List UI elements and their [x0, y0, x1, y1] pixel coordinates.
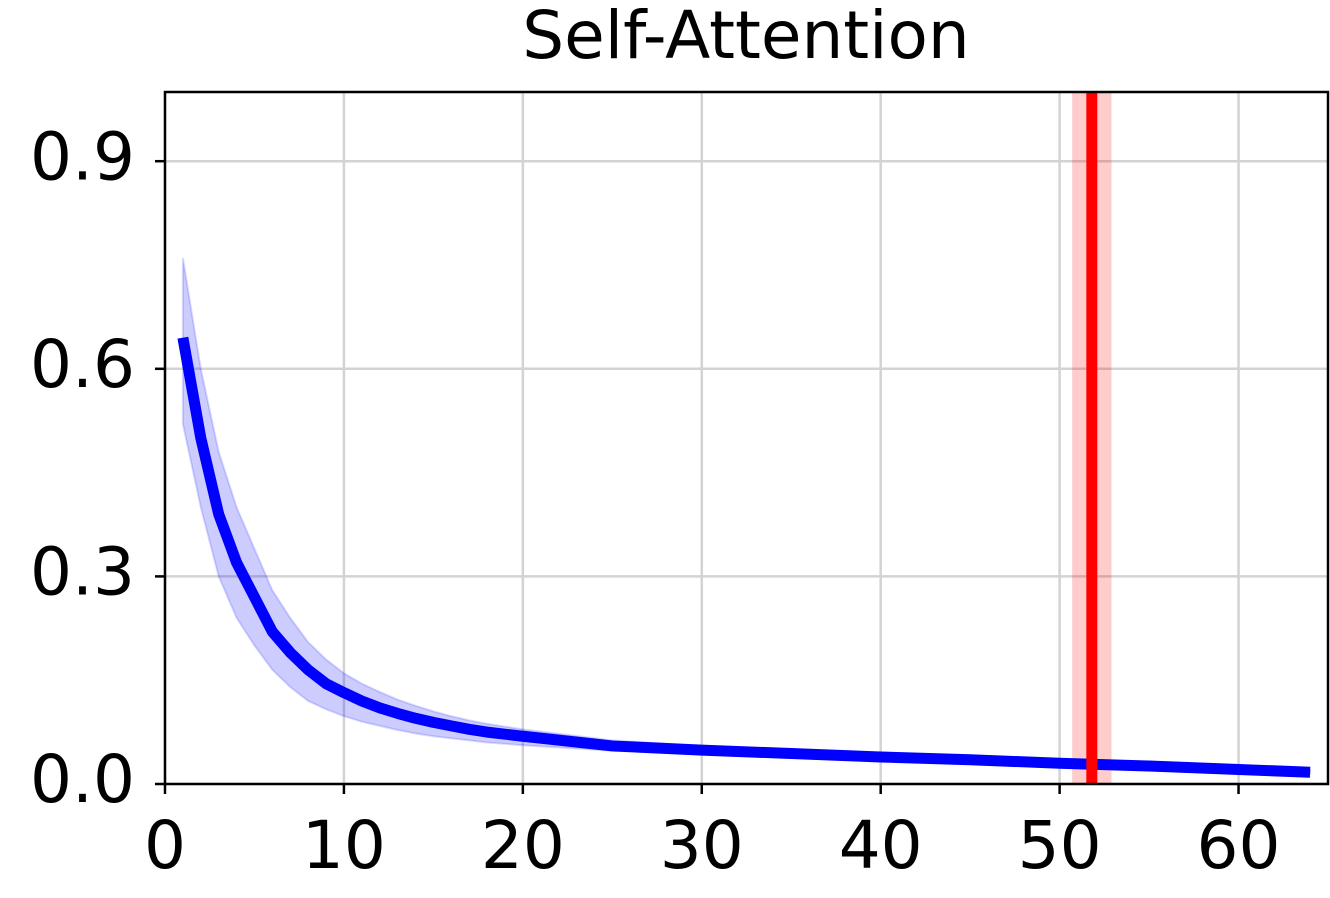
y-tick-label: 0.6	[30, 326, 135, 403]
x-tick-label: 40	[839, 807, 923, 884]
y-tick-label: 0.0	[30, 741, 135, 818]
plot-frame	[163, 90, 1330, 786]
x-tick-label: 60	[1197, 807, 1281, 884]
line	[177, 336, 1311, 778]
x-tick-label: 20	[481, 807, 565, 884]
y-tick-label: 0.9	[30, 118, 135, 195]
chart-title: Self-Attention	[522, 0, 969, 74]
x-tick-label: 30	[660, 807, 744, 884]
x-tick-label: 10	[302, 807, 386, 884]
x-tick-label: 0	[144, 807, 186, 884]
error-band	[181, 257, 1312, 775]
x-tick-label: 50	[1018, 807, 1102, 884]
y-tick-label: 0.3	[30, 533, 135, 610]
